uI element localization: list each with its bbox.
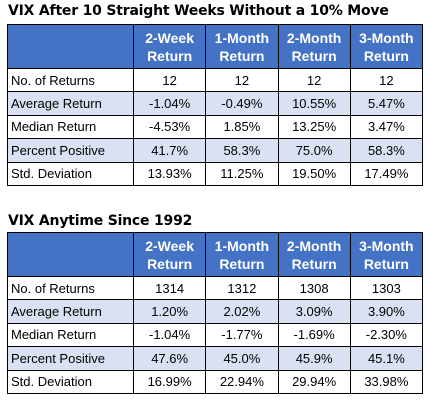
table-cell: -1.77% <box>205 322 279 348</box>
header-corner-cell <box>7 24 134 69</box>
row-label: Std. Deviation <box>7 369 134 394</box>
table-cell: 2.02% <box>205 299 279 324</box>
header-corner-cell <box>7 232 134 277</box>
table-cell: -1.04% <box>132 322 207 348</box>
table-row: No. of Returns 12 12 12 12 <box>7 67 424 93</box>
table-cell: 13.93% <box>132 161 207 186</box>
stats-table: 2-Week Return 1-Month Return 2-Month Return… <box>7 232 424 394</box>
table-row: Percent Positive 41.7% 58.3% 75.0% 58.3% <box>7 138 424 163</box>
table-cell: 41.7% <box>132 138 207 163</box>
table-cell: 1308 <box>277 275 351 301</box>
table-row: Median Return -1.04% -1.77% -1.69% -2.30… <box>7 322 424 348</box>
table-cell: 3.90% <box>349 299 424 324</box>
table-cell: 3.47% <box>349 114 424 140</box>
header-row: 2-Week Return 1-Month Return 2-Month Return… <box>7 232 424 277</box>
table-cell: 3.09% <box>277 299 351 324</box>
table-cell: 75.0% <box>277 138 351 163</box>
table-cell: 12 <box>349 67 424 93</box>
table-cell: 29.94% <box>277 369 351 394</box>
table-cell: 1.85% <box>205 114 279 140</box>
table-cell: 45.1% <box>349 346 424 371</box>
table-cell: 13.25% <box>277 114 351 140</box>
column-header: 2-Month Return <box>277 232 351 277</box>
row-label: Median Return <box>7 322 134 348</box>
row-label: Median Return <box>7 114 134 140</box>
row-label: Percent Positive <box>7 346 134 371</box>
row-label: No. of Returns <box>7 275 134 301</box>
table-cell: 58.3% <box>349 138 424 163</box>
table-cell: 11.25% <box>205 161 279 186</box>
table-row: Average Return -1.04% -0.49% 10.55% 5.47… <box>7 91 424 116</box>
table-cell: -1.04% <box>132 91 207 116</box>
table-cell: 1303 <box>349 275 424 301</box>
column-header: 3-Month Return <box>349 232 424 277</box>
column-header: 2-Week Return <box>132 24 207 69</box>
row-label: Std. Deviation <box>7 161 134 186</box>
table-cell: 17.49% <box>349 161 424 186</box>
table-row: Percent Positive 47.6% 45.0% 45.9% 45.1% <box>7 346 424 371</box>
table-cell: 12 <box>205 67 279 93</box>
table-cell: 12 <box>277 67 351 93</box>
table-cell: 58.3% <box>205 138 279 163</box>
column-header: 1-Month Return <box>205 232 279 277</box>
table-cell: 19.50% <box>277 161 351 186</box>
row-label: Percent Positive <box>7 138 134 163</box>
header-row: 2-Week Return 1-Month Return 2-Month Return… <box>7 24 424 69</box>
table-cell: 1.20% <box>132 299 207 324</box>
column-header: 2-Week Return <box>132 232 207 277</box>
table-cell: 22.94% <box>205 369 279 394</box>
table-cell: 1312 <box>205 275 279 301</box>
table-title: VIX Anytime Since 1992 <box>8 213 193 229</box>
table-cell: 33.98% <box>349 369 424 394</box>
table-cell: 16.99% <box>132 369 207 394</box>
table-title: VIX After 10 Straight Weeks Without a 10… <box>8 3 389 19</box>
column-header: 2-Month Return <box>277 24 351 69</box>
stats-table: 2-Week Return 1-Month Return 2-Month Return… <box>7 24 424 186</box>
table-cell: 45.9% <box>277 346 351 371</box>
table-cell: -0.49% <box>205 91 279 116</box>
table-cell: -2.30% <box>349 322 424 348</box>
table-cell: -1.69% <box>277 322 351 348</box>
column-header: 1-Month Return <box>205 24 279 69</box>
table-cell: -4.53% <box>132 114 207 140</box>
table-cell: 10.55% <box>277 91 351 116</box>
table-row: Median Return -4.53% 1.85% 13.25% 3.47% <box>7 114 424 140</box>
table-row: Average Return 1.20% 2.02% 3.09% 3.90% <box>7 299 424 324</box>
table-row: Std. Deviation 13.93% 11.25% 19.50% 17.4… <box>7 161 424 186</box>
table-cell: 45.0% <box>205 346 279 371</box>
table-cell: 12 <box>132 67 207 93</box>
row-label: No. of Returns <box>7 67 134 93</box>
table-cell: 5.47% <box>349 91 424 116</box>
row-label: Average Return <box>7 91 134 116</box>
column-header: 3-Month Return <box>349 24 424 69</box>
table-row: Std. Deviation 16.99% 22.94% 29.94% 33.9… <box>7 369 424 394</box>
row-label: Average Return <box>7 299 134 324</box>
table-cell: 1314 <box>132 275 207 301</box>
table-row: No. of Returns 1314 1312 1308 1303 <box>7 275 424 301</box>
table-cell: 47.6% <box>132 346 207 371</box>
